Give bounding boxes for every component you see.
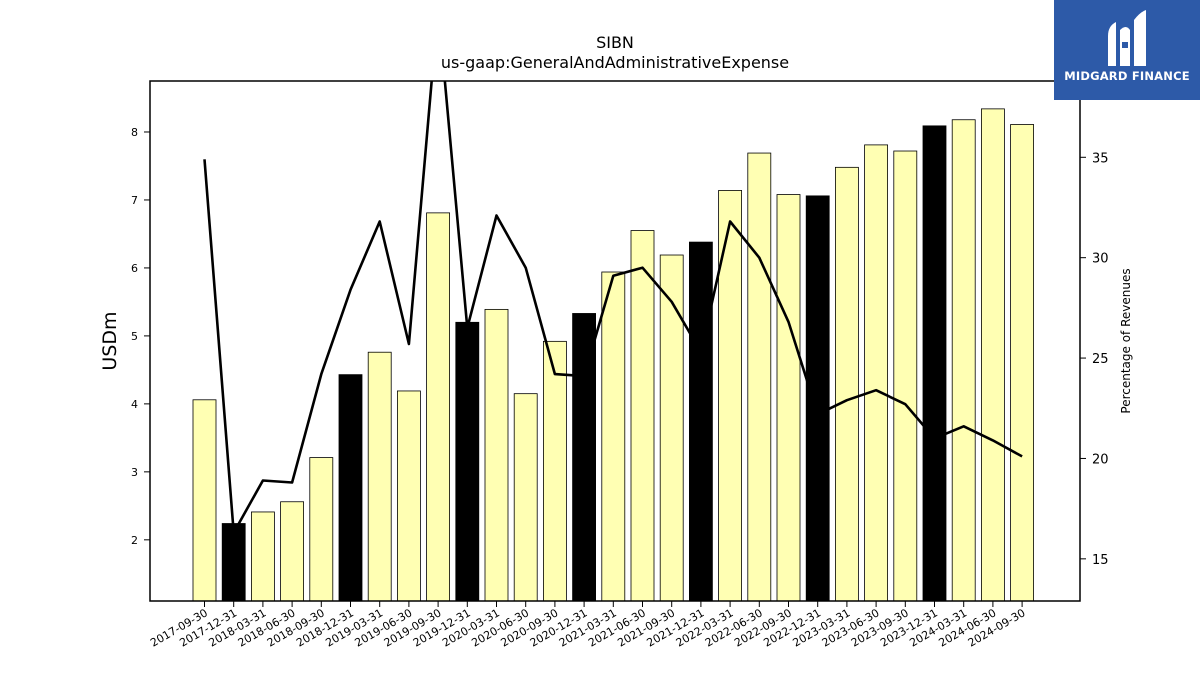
bar-2024-03-31 (951, 119, 976, 602)
bar-2019-06-30 (396, 390, 421, 602)
midgard-finance-logo: MIDGARD FINANCE (1054, 0, 1200, 100)
bar-2018-09-30 (309, 457, 334, 602)
y2-tick-label: 15 (1092, 553, 1109, 568)
bar-2021-03-31 (601, 271, 626, 602)
line-percentage-of-revenues (203, 81, 1023, 535)
bar-2023-03-31 (835, 166, 859, 602)
y-axis-left: 2 3 4 5 6 7 8 (131, 126, 150, 547)
bar-2018-06-30 (280, 501, 305, 602)
bar-2019-03-31 (367, 351, 392, 602)
y2-tick-label: 35 (1092, 151, 1109, 166)
bar-2023-09-30 (893, 150, 918, 602)
bar-2020-12-31 (572, 313, 596, 602)
y2-tick-label: 30 (1092, 252, 1109, 267)
y-tick-label: 8 (131, 126, 138, 139)
x-axis: 2017-09-302017-12-312018-03-312018-06-30… (148, 601, 1028, 650)
line-series (203, 81, 1023, 535)
y-tick-label: 3 (131, 466, 138, 479)
logo-name: MIDGARD FINANCE (1064, 69, 1190, 83)
bar-2020-06-30 (513, 393, 538, 602)
bar-2019-12-31 (455, 321, 480, 602)
bar-2024-09-30 (1010, 124, 1034, 602)
bar-2022-09-30 (776, 194, 801, 602)
bar-2020-03-31 (484, 308, 509, 602)
bar-2024-06-30 (981, 108, 1005, 602)
bar-2021-06-30 (630, 230, 655, 602)
y-axis-right: 15 20 25 30 35 (1080, 151, 1109, 568)
y-tick-label: 4 (131, 398, 138, 411)
y-axis-label: USDm (99, 311, 121, 370)
bar-2023-06-30 (864, 144, 888, 602)
bar-2023-12-31 (922, 125, 947, 602)
bar-2022-06-30 (747, 152, 772, 602)
bar-2022-12-31 (805, 195, 830, 602)
bar-2020-09-30 (543, 340, 567, 602)
chart-title: SIBN (596, 33, 634, 52)
midgard-logo-icon (1108, 10, 1146, 66)
bar-2019-09-30 (426, 212, 451, 602)
plot-frame (149, 80, 1081, 602)
y2-axis-label: Percentage of Revenues (1119, 268, 1133, 413)
y-tick-label: 6 (131, 262, 138, 275)
y2-tick-label: 25 (1092, 352, 1109, 367)
bar-2018-03-31 (250, 511, 275, 602)
bar-2017-09-30 (192, 399, 217, 602)
y2-tick-label: 20 (1092, 452, 1109, 467)
y-tick-label: 7 (131, 194, 138, 207)
bar-2018-12-31 (338, 374, 363, 602)
y-tick-label: 5 (131, 330, 138, 343)
bar-2021-09-30 (659, 254, 684, 602)
chart-subtitle: us-gaap:GeneralAndAdministrativeExpense (441, 53, 789, 72)
bar-2021-12-31 (689, 241, 713, 602)
y-tick-label: 2 (131, 534, 138, 547)
bar-series (192, 108, 1034, 602)
bar-2017-12-31 (221, 523, 246, 602)
